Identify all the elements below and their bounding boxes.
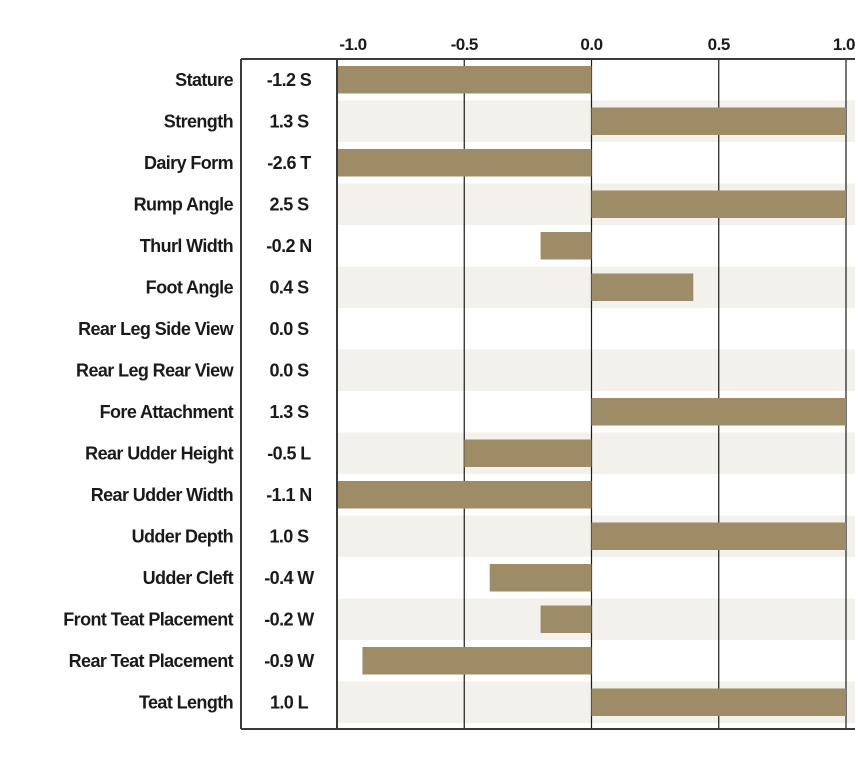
trait-label: Rear Udder Width	[91, 485, 233, 505]
trait-label: Rear Leg Side View	[78, 319, 235, 339]
row-stripe	[337, 598, 855, 640]
trait-label: Rear Leg Rear View	[76, 360, 235, 380]
trait-label: Rump Angle	[134, 194, 234, 214]
trait-label: Dairy Form	[144, 153, 233, 173]
bar	[540, 232, 592, 260]
score-label: -0.9 W	[264, 651, 314, 671]
score-label: 2.5 S	[269, 194, 309, 214]
score-label: 0.4 S	[269, 277, 309, 297]
trait-label: Front Teat Placement	[63, 609, 233, 629]
bar	[337, 66, 592, 94]
trait-label: Rear Teat Placement	[69, 651, 234, 671]
score-label: -1.1 N	[266, 485, 311, 505]
row-stripe	[337, 432, 855, 474]
bar	[489, 564, 592, 592]
x-tick-label: 0.0	[580, 35, 602, 54]
bar	[464, 439, 592, 467]
trait-label: Fore Attachment	[100, 402, 234, 422]
bar	[540, 605, 592, 633]
bar	[337, 149, 592, 177]
bar	[337, 481, 592, 509]
bars	[337, 66, 846, 716]
score-label: 1.0 S	[269, 526, 309, 546]
score-labels: -1.2 S 1.3 S -2.6 T 2.5 S -0.2 N 0.4 S 0.0 S 0.…	[264, 70, 315, 713]
score-label: 1.3 S	[269, 111, 309, 131]
x-tick-label: -1.0	[339, 35, 366, 54]
row-stripe	[337, 349, 855, 391]
bar	[591, 107, 846, 135]
chart-frame	[240, 58, 855, 730]
score-label: -0.5 L	[267, 443, 311, 463]
score-label: 0.0 S	[269, 319, 309, 339]
score-label: -1.2 S	[267, 70, 312, 90]
trait-label: Udder Cleft	[143, 568, 234, 588]
trait-label: Foot Angle	[146, 277, 234, 297]
bar	[591, 522, 846, 550]
bar	[591, 398, 846, 426]
trait-labels: Stature Strength Dairy Form Rump Angle Thurl…	[63, 70, 235, 713]
score-label: 1.3 S	[269, 402, 309, 422]
trait-label: Teat Length	[139, 692, 233, 712]
trait-label: Rear Udder Height	[85, 443, 233, 463]
score-label: -0.4 W	[264, 568, 314, 588]
score-label: 0.0 S	[269, 360, 309, 380]
trait-label: Strength	[164, 111, 233, 131]
bar	[591, 688, 846, 716]
x-axis-ticks: -1.0 -0.5 0.0 0.5 1.0	[339, 35, 855, 54]
x-tick-label: -0.5	[451, 35, 478, 54]
bar	[591, 273, 694, 301]
trait-label: Thurl Width	[140, 236, 233, 256]
x-tick-label: 0.5	[708, 35, 730, 54]
trait-label: Stature	[175, 70, 233, 90]
bar	[591, 190, 846, 218]
score-label: -0.2 N	[266, 236, 311, 256]
trait-label: Udder Depth	[132, 526, 233, 546]
score-label: -2.6 T	[267, 153, 311, 173]
score-label: -0.2 W	[264, 609, 314, 629]
x-tick-label: 1.0	[833, 35, 855, 54]
bar	[362, 647, 592, 675]
score-label: 1.0 L	[270, 692, 309, 712]
